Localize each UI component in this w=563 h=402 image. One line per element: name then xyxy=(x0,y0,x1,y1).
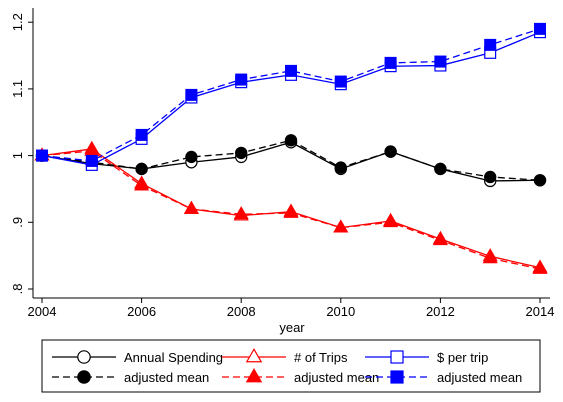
legend-label: # of Trips xyxy=(294,350,348,365)
legend-label: $ per trip xyxy=(437,350,488,365)
legend-item-0: Annual Spending xyxy=(52,350,223,365)
legend-marker xyxy=(390,350,404,364)
x-tick-label: 2004 xyxy=(28,304,57,319)
y-tick-label: 1.1 xyxy=(10,80,25,98)
data-point-1-2006 xyxy=(135,162,148,176)
x-tick-label: 2014 xyxy=(526,304,555,319)
x-axis-title: year xyxy=(279,320,305,335)
data-point-5-2004 xyxy=(35,149,48,162)
data-point-5-2008 xyxy=(235,73,248,86)
legend-item-5: adjusted mean xyxy=(365,370,522,385)
data-point-5-2012 xyxy=(434,55,447,68)
legend-item-4: $ per trip xyxy=(365,350,488,365)
data-point-3-2013 xyxy=(482,250,498,264)
legend-item-1: adjusted mean xyxy=(52,370,209,385)
data-point-1-2010 xyxy=(334,161,347,174)
data-point-3-2010 xyxy=(333,219,349,233)
legend-label: Annual Spending xyxy=(124,350,223,365)
data-point-3-2012 xyxy=(432,232,448,246)
legend-marker xyxy=(77,350,91,364)
data-point-5-2014 xyxy=(533,22,546,35)
data-point-5-2013 xyxy=(484,38,497,51)
data-point-5-2011 xyxy=(384,56,397,69)
series-line-5-adjusted-mean xyxy=(41,28,541,162)
data-point-5-2009 xyxy=(285,64,298,77)
legend-item-2: # of Trips xyxy=(222,348,348,365)
legend-item-3: adjusted mean xyxy=(222,368,379,385)
axes: .8 .9 1 1.1 1.2 2004 2006 2008 2010 2012 2014 xyxy=(10,8,554,319)
y-tick-label: 1 xyxy=(10,152,25,159)
legend-label: adjusted mean xyxy=(294,370,379,385)
data-point-1-2009 xyxy=(284,134,298,147)
legend-marker xyxy=(390,370,404,384)
data-point-5-2006 xyxy=(135,128,148,141)
legend-marker xyxy=(77,370,91,384)
data-point-3-2009 xyxy=(283,204,299,218)
data-point-5-2010 xyxy=(334,75,347,88)
y-tick-label: 1.2 xyxy=(10,13,25,31)
legend-label: adjusted mean xyxy=(124,370,209,385)
x-tick-label: 2006 xyxy=(127,304,156,319)
data-point-3-2014 xyxy=(532,260,548,274)
series-lines xyxy=(41,28,541,270)
legend-label: adjusted mean xyxy=(437,370,522,385)
data-point-3-2007 xyxy=(183,200,199,214)
data-point-3-2011 xyxy=(383,214,399,228)
legend-box xyxy=(41,339,541,393)
data-point-3-2008 xyxy=(233,206,249,220)
legend-marker xyxy=(245,348,263,363)
data-point-1-2014 xyxy=(533,174,547,187)
data-point-1-2007 xyxy=(185,150,198,164)
legend: Annual Spending # of Trips $ per trip adjus… xyxy=(41,339,541,393)
legend-marker xyxy=(245,368,263,383)
data-point-5-2007 xyxy=(185,88,198,101)
x-tick-label: 2010 xyxy=(326,304,355,319)
data-point-1-2012 xyxy=(434,162,447,176)
series-markers xyxy=(34,22,548,274)
x-tick-label: 2012 xyxy=(426,304,455,319)
y-tick-label: .9 xyxy=(10,217,25,228)
data-point-1-2008 xyxy=(235,146,248,160)
data-point-3-2006 xyxy=(134,177,150,191)
data-point-1-2013 xyxy=(484,170,497,184)
y-tick-label: .8 xyxy=(10,284,25,295)
data-point-5-2005 xyxy=(85,154,98,167)
x-tick-label: 2008 xyxy=(227,304,256,319)
data-point-1-2011 xyxy=(384,145,397,158)
